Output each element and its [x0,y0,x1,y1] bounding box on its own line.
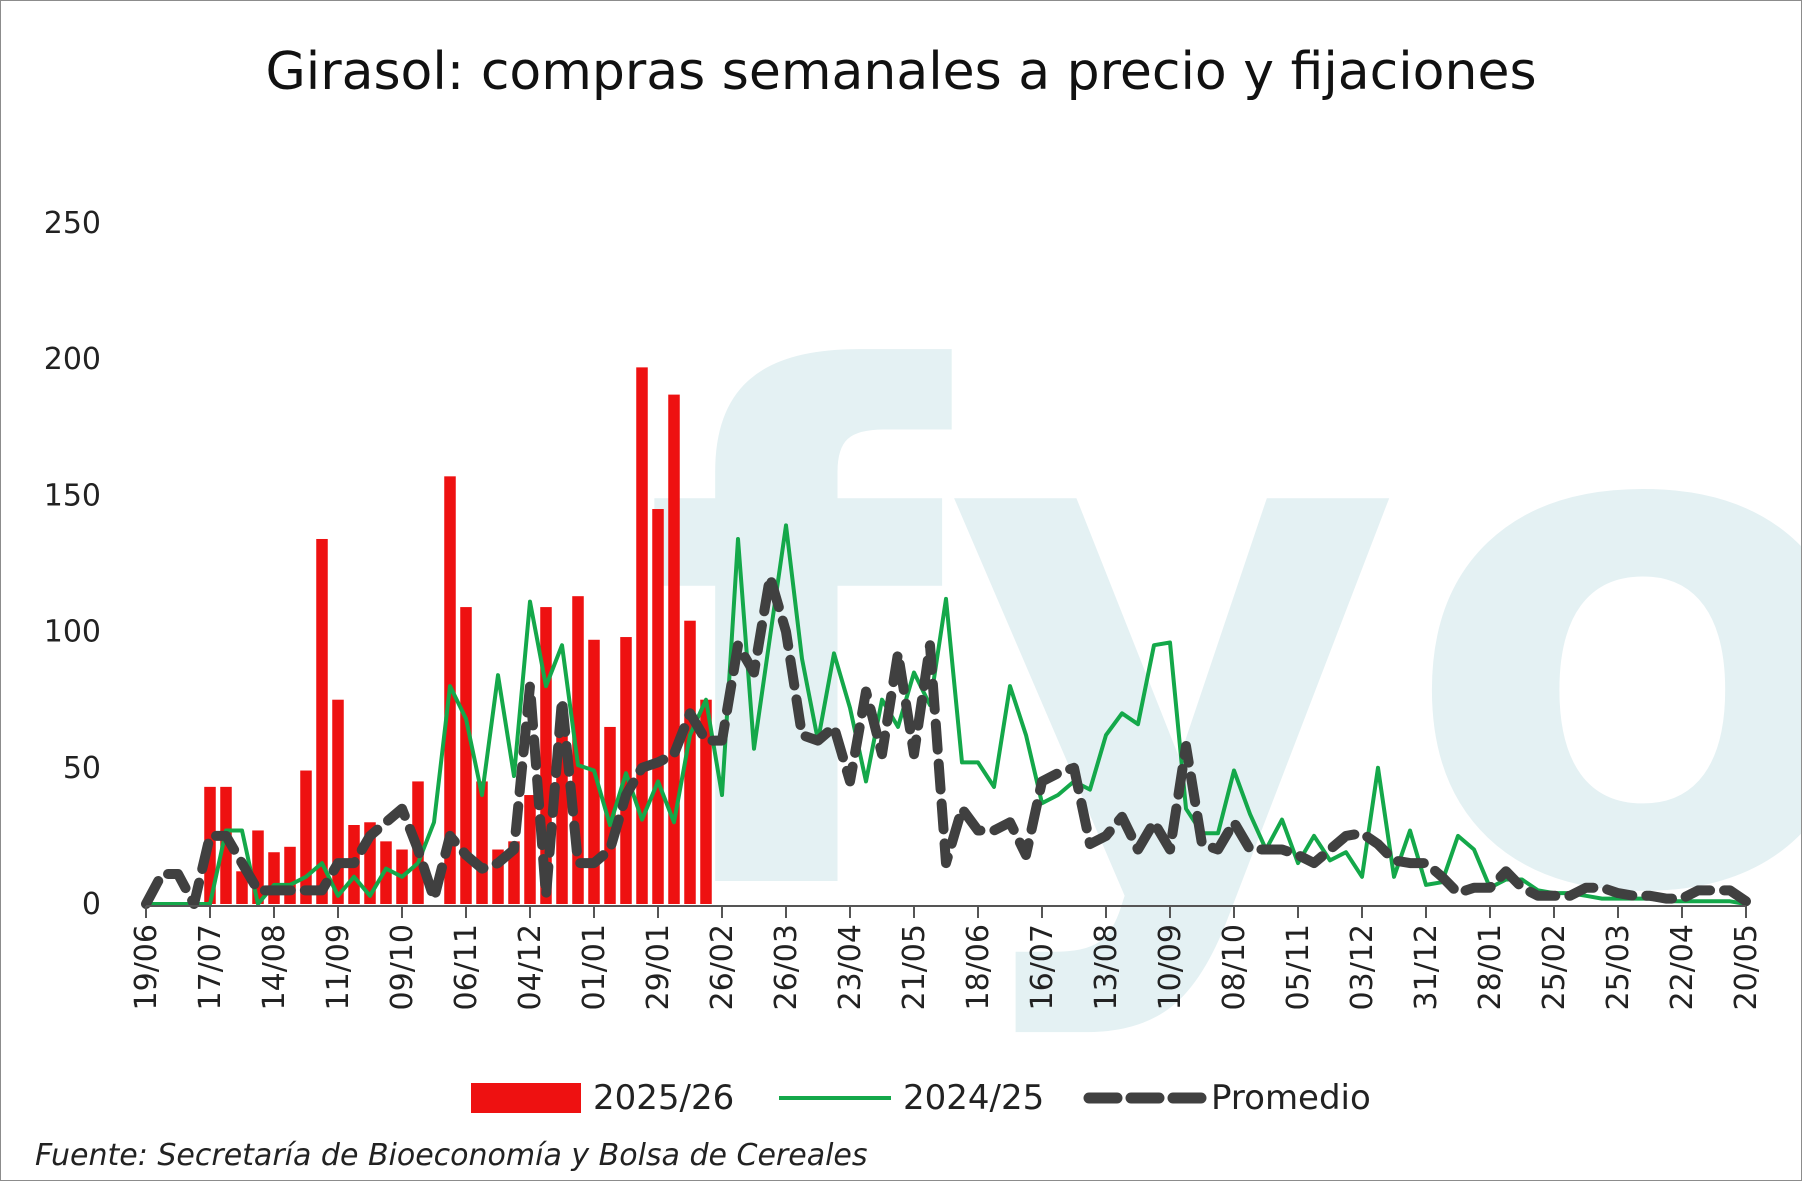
line-series-group [141,523,1751,909]
x-tick-label: 09/10 [385,924,420,1010]
x-tick-label: 17/07 [193,924,228,1010]
bar [668,394,680,904]
bar [652,509,664,904]
bar [268,852,280,904]
bar [364,822,376,904]
bar [620,637,632,904]
y-tick-label: 250 [44,206,101,241]
bar [300,770,312,904]
x-tick-label: 31/12 [1409,924,1444,1010]
bar [508,841,520,904]
x-tick-label: 14/08 [257,924,292,1010]
bar [492,849,504,904]
x-tick-label: 01/01 [577,924,612,1010]
bar [524,795,536,904]
bar [252,830,264,904]
bar [332,699,344,904]
bar [636,367,648,904]
x-tick-label: 05/11 [1281,924,1316,1010]
x-tick-label: 22/04 [1665,924,1700,1010]
series-line-promedio [141,572,1751,909]
x-tick-label: 20/05 [1729,924,1764,1010]
x-tick-label: 16/07 [1025,924,1060,1010]
x-tick-label: 18/06 [961,924,996,1010]
x-tick-label: 06/11 [449,924,484,1010]
watermark-logo: fyo [641,232,1801,1047]
source-note: Fuente: Secretaría de Bioeconomía y Bols… [35,1138,868,1173]
x-tick-label: 26/02 [705,924,740,1010]
x-tick-label: 08/10 [1217,924,1252,1010]
bar [604,726,616,904]
x-tick-label: 25/03 [1601,924,1636,1010]
x-tick-label: 03/12 [1345,924,1380,1010]
bar [700,699,712,904]
bar [316,538,328,904]
chart-title: Girasol: compras semanales a precio y fi… [265,42,1536,102]
y-tick-label: 0 [82,887,101,922]
y-tick-label: 200 [44,342,101,377]
legend-swatch-2025-26 [471,1083,581,1113]
bar [460,607,472,904]
x-tick-label: 25/02 [1537,924,1572,1010]
bar [556,718,568,904]
series-line-2024-25 [146,523,1747,906]
x-tick-label: 13/08 [1089,924,1124,1010]
legend: 2025/26 2024/25 Promedio [471,1078,1371,1118]
x-tick-label: 29/01 [641,924,676,1010]
legend-label-promedio: Promedio [1211,1078,1371,1118]
bar-series-2025-26 [204,367,712,904]
bar [236,871,248,904]
x-tick-label: 21/05 [897,924,932,1010]
y-tick-label: 150 [44,478,101,513]
x-tick-label: 26/03 [769,924,804,1010]
y-tick-label: 50 [63,751,101,786]
x-tick-label: 11/09 [321,924,356,1010]
x-tick-label: 04/12 [513,924,548,1010]
y-tick-label: 100 [44,615,101,650]
legend-label-2025-26: 2025/26 [593,1078,734,1118]
x-axis: 19/06 17/07 14/08 11/09 09/10 06/11 04/12 01/01… [129,905,1764,1010]
bar [476,781,488,904]
legend-label-2024-25: 2024/25 [903,1078,1044,1118]
bar [684,620,696,904]
bar [284,846,296,904]
bar [380,841,392,904]
x-tick-label: 23/04 [833,924,868,1010]
bar [540,607,552,904]
y-axis-ticks: 0 50 100 150 200 250 [44,206,101,922]
x-tick-label: 19/06 [129,924,164,1010]
x-tick-label: 28/01 [1473,924,1508,1010]
x-tick-label: 10/09 [1153,924,1188,1010]
